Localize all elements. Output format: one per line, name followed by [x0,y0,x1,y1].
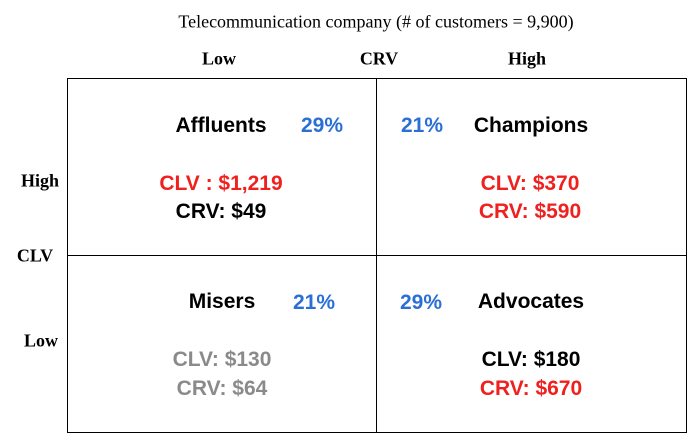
y-axis-label: CLV [16,245,54,266]
x-low-label: Low [201,48,237,69]
x-high-label: High [507,48,547,69]
y-low-label: Low [23,330,59,351]
x-axis-label: CRV [359,48,399,69]
quadrant-share: 29% [300,114,344,137]
quadrant-share: 21% [292,291,336,314]
quadrant-name: Champions [473,114,589,137]
title: Telecommunication company (# of customer… [178,11,574,32]
quadrant-share: 21% [400,114,444,137]
quadrant-crv: CRV: $670 [479,377,583,400]
quadrant-crv: CRV: $64 [176,377,268,400]
quadrant-share: 29% [399,291,443,314]
quadrant-name: Advocates [477,290,585,313]
quadrant-clv: CLV: $370 [480,172,580,195]
quadrant-clv: CLV : $1,219 [159,172,283,195]
quadrant-crv: CRV: $49 [175,200,267,223]
quadrant-name: Misers [188,290,256,313]
horizontal-divider [67,255,687,256]
quadrant-clv: CLV: $130 [172,348,272,371]
y-high-label: High [20,170,60,191]
quadrant-clv: CLV: $180 [481,348,581,371]
quadrant-crv: CRV: $590 [478,200,582,223]
quadrant-name: Affluents [175,114,267,137]
